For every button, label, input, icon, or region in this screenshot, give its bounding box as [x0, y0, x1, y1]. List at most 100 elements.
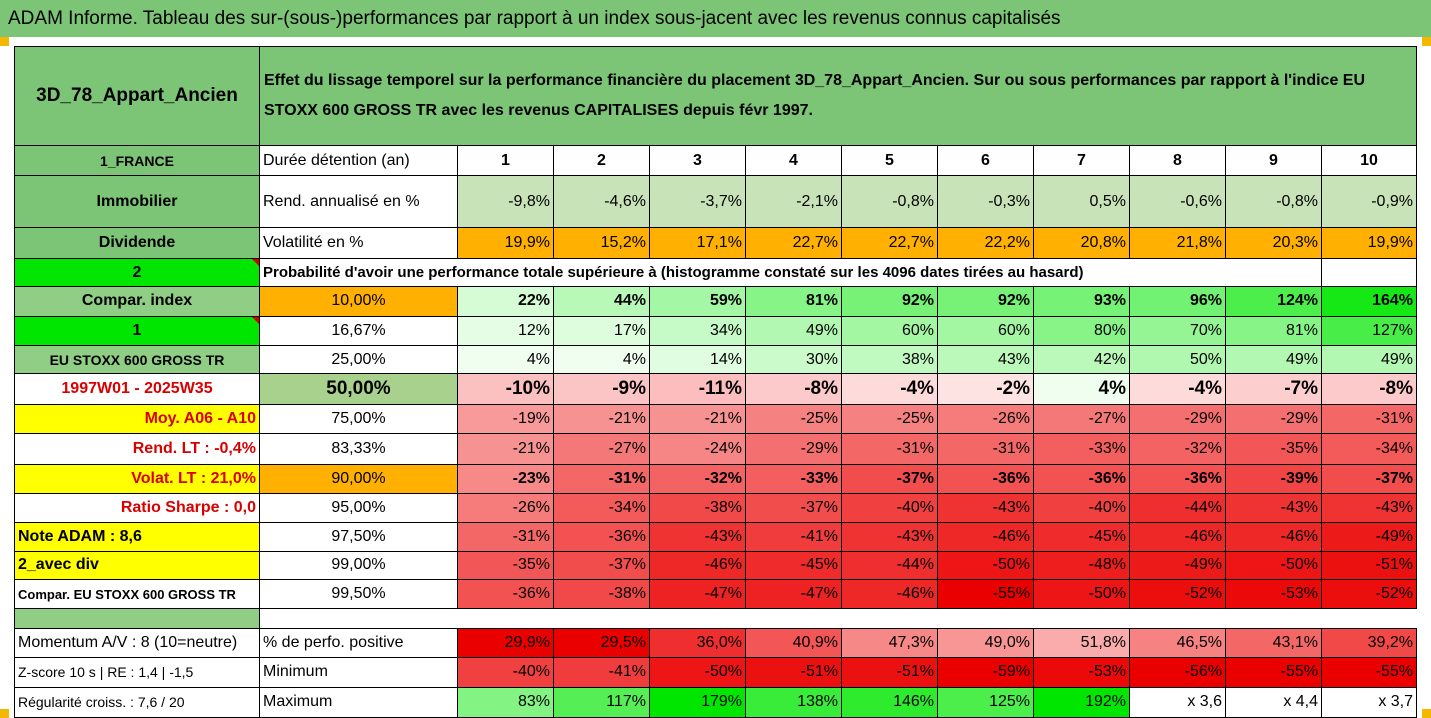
quantile-value-cell: -36% — [937, 463, 1034, 494]
maximum-cell: 83% — [457, 686, 554, 718]
minimum-cell: -50% — [649, 657, 746, 688]
probability-caption: Probabilité d'avoir une performance tota… — [259, 257, 1322, 288]
quantile-value-cell: -21% — [553, 403, 650, 435]
quantile-value-cell: 38% — [841, 344, 938, 375]
sharpe-ratio-label: Ratio Sharpe : 0,0 — [14, 492, 260, 524]
maximum-cell: x 4,4 — [1225, 686, 1322, 718]
quantile-value-cell: 164% — [1320, 286, 1418, 317]
year-header: 10 — [1320, 145, 1418, 176]
table-row: 1_FRANCE Durée détention (an) 1 2 3 4 5 6 7 8 9 10 — [14, 145, 1418, 176]
one-label: 1 — [14, 315, 260, 346]
quantile-value-cell: -52% — [1129, 579, 1226, 610]
annual-return-cell: -0,9% — [1320, 174, 1418, 229]
quantile-value-cell: -43% — [937, 492, 1034, 524]
table-row: 2 Probabilité d'avoir une performance tot… — [14, 257, 1418, 288]
maximum-cell: 138% — [745, 686, 842, 718]
positive-perf-cell: 47,3% — [841, 627, 938, 659]
quantile-value-cell: -53% — [1225, 579, 1322, 610]
quantile-value-cell: 22% — [457, 286, 554, 317]
year-header: 2 — [553, 145, 650, 176]
performance-table: 3D_78_Appart_Ancien Effet du lissage temp… — [14, 45, 1418, 718]
quantile-value-cell: -9% — [553, 373, 650, 405]
minimum-cell: -59% — [937, 657, 1034, 688]
quantile-value-cell: 92% — [937, 286, 1034, 317]
quantile-value-cell: -29% — [1225, 403, 1322, 435]
quantile-value-cell: -25% — [745, 403, 842, 435]
quantile-value-cell: 92% — [841, 286, 938, 317]
quantile-value-cell: -46% — [1129, 522, 1226, 552]
quantile-value-cell: 70% — [1129, 315, 1226, 346]
quantile-value-cell: -31% — [937, 433, 1034, 465]
quantile-value-cell: -25% — [841, 403, 938, 435]
positive-perf-label: % de perfo. positive — [259, 627, 458, 659]
quantile-value-cell: 4% — [553, 344, 650, 375]
quantile-value-cell: 60% — [937, 315, 1034, 346]
quantile-value-cell: -31% — [457, 522, 554, 552]
quantile-value-cell: -38% — [553, 579, 650, 610]
quantile-value-cell: -46% — [1225, 522, 1322, 552]
quantile-value-cell: -31% — [553, 463, 650, 494]
quantile-value-cell: -36% — [1129, 463, 1226, 494]
quantile-value-cell: -40% — [1033, 492, 1130, 524]
quantile-value-cell: 49% — [1320, 344, 1418, 375]
quantile-value-cell: -29% — [1129, 403, 1226, 435]
quantile-value-cell: -34% — [1320, 433, 1418, 465]
corner-marker — [1422, 37, 1431, 46]
quantile-value-cell: -49% — [1320, 522, 1418, 552]
adam-score-label: Note ADAM : 8,6 — [14, 522, 260, 552]
annual-return-cell: -3,7% — [649, 174, 746, 229]
long-term-return-label: Rend. LT : -0,4% — [14, 433, 260, 465]
annual-return-cell: -0,8% — [1225, 174, 1322, 229]
volatility-cell: 20,8% — [1033, 227, 1130, 259]
year-header: 1 — [457, 145, 554, 176]
quantile-value-cell: 127% — [1320, 315, 1418, 346]
quantile-value-cell: -46% — [649, 550, 746, 581]
momentum-label: Momentum A/V : 8 (10=neutre) — [14, 627, 260, 659]
quantile-value-cell: 30% — [745, 344, 842, 375]
positive-perf-cell: 29,9% — [457, 627, 554, 659]
quantile-value-cell: -39% — [1225, 463, 1322, 494]
positive-perf-cell: 43,1% — [1225, 627, 1322, 659]
quantile-value-cell: -43% — [1320, 492, 1418, 524]
quantile-value-cell: -34% — [553, 492, 650, 524]
quantile-value-cell: 43% — [937, 344, 1034, 375]
quantile-value-cell: -49% — [1129, 550, 1226, 581]
table-row: Note ADAM : 8,6 97,50% -31% -36% -43% -41% -43… — [14, 522, 1418, 552]
quantile-value-cell: 81% — [745, 286, 842, 317]
table-row: Z-score 10 s | RE : 1,4 | -1,5 Minimum -40… — [14, 657, 1418, 688]
table-row — [14, 608, 1417, 629]
maximum-cell: 192% — [1033, 686, 1130, 718]
quantile-value-cell: -29% — [745, 433, 842, 465]
quantile-value-cell: -41% — [745, 522, 842, 552]
quantile-value-cell: -21% — [649, 403, 746, 435]
minimum-cell: -51% — [745, 657, 842, 688]
quantile-value-cell: 60% — [841, 315, 938, 346]
quantile-value-cell: -32% — [1129, 433, 1226, 465]
maximum-label: Maximum — [259, 686, 458, 718]
quantile-value-cell: -36% — [553, 522, 650, 552]
table-row: Immobilier Rend. annualisé en % -9,8% -4,6%… — [14, 174, 1418, 229]
table-row: 1997W01 - 2025W35 50,00% -10% -9% -11% -8% -4%… — [14, 373, 1418, 405]
zscore-label: Z-score 10 s | RE : 1,4 | -1,5 — [14, 657, 260, 688]
dividend-label: Dividende — [14, 227, 260, 259]
volatility-cell: 17,1% — [649, 227, 746, 259]
annual-return-cell: -9,8% — [457, 174, 554, 229]
spacer-cell — [259, 608, 1417, 629]
annual-return-cell: -4,6% — [553, 174, 650, 229]
maximum-cell: x 3,6 — [1129, 686, 1226, 718]
table-row: Compar. EU STOXX 600 GROSS TR 99,50% -36% -… — [14, 579, 1418, 610]
report-description: Effet du lissage temporel sur la perform… — [258, 45, 1418, 147]
quantile-value-cell: 80% — [1033, 315, 1130, 346]
year-header: 4 — [745, 145, 842, 176]
quantile-value-cell: -26% — [937, 403, 1034, 435]
quantile-value-cell: 49% — [745, 315, 842, 346]
long-term-volatility-label: Volat. LT : 21,0% — [14, 463, 260, 494]
year-header: 8 — [1129, 145, 1226, 176]
quantile-value-cell: -35% — [457, 550, 554, 581]
with-dividend-label: 2_avec div — [14, 550, 260, 581]
table-row: 3D_78_Appart_Ancien Effet du lissage temp… — [14, 45, 1418, 147]
comparison-index-label: Compar. EU STOXX 600 GROSS TR — [14, 579, 260, 610]
table-row: Rend. LT : -0,4% 83,33% -21% -27% -24% -29% -3… — [14, 433, 1418, 465]
asset-name: 3D_78_Appart_Ancien — [14, 45, 260, 147]
quantile-value-cell: 14% — [649, 344, 746, 375]
